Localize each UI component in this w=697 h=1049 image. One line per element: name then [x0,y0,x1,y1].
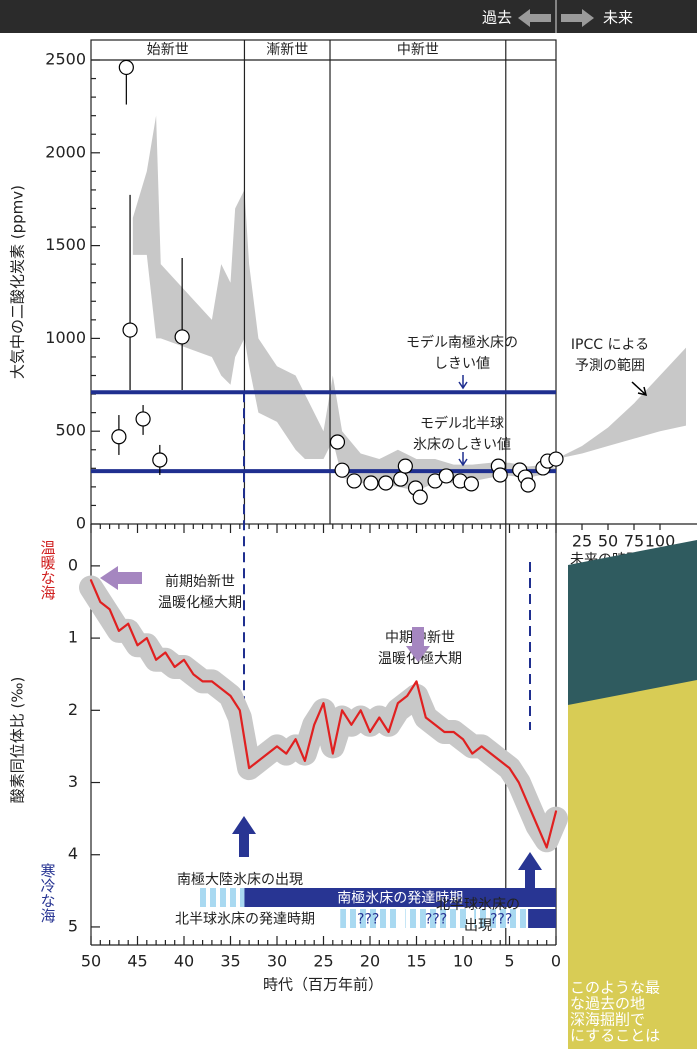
x-tick-label: 5 [504,952,514,971]
x-tick-label: 10 [453,952,473,971]
uncertain-label: ??? [425,912,447,928]
annotation: 南極大陸氷床の出現 [177,872,303,888]
co2-point [335,463,349,477]
x-tick-label: 45 [127,952,147,971]
x-tick-label: 35 [220,952,240,971]
uncertain-label: ??? [357,912,379,928]
x-tick-label: 25 [313,952,333,971]
y-tick-label: 5 [68,916,78,935]
ice-period [528,909,556,928]
ice-label: 北半球氷床の発達時期 [175,912,315,928]
co2-point [413,490,427,504]
teal-panel [568,540,697,705]
y-tick-label: 0 [68,555,78,574]
co2-point [493,468,507,482]
future-tick-label: 75 [624,532,644,551]
x-tick-label: 15 [406,952,426,971]
co2-point [136,412,150,426]
co2-point [379,476,393,490]
threshold-label: 氷床のしきい値 [413,437,511,453]
co2-point [521,478,535,492]
uncertain-label: ??? [490,912,512,928]
y-tick-label: 0 [76,514,86,533]
y-tick-label: 2000 [45,142,86,161]
annotation: 出現 [464,918,492,934]
top-bar [0,0,697,33]
figure: 過去 未来 始新世漸新世中新世05001000150020002500大気中の二… [0,0,697,1049]
co2-point [394,472,408,486]
threshold-label: モデル北半球 [420,415,504,432]
y-tick-label: 4 [68,844,78,863]
co2-point [123,323,137,337]
y-tick-label: 2 [68,700,78,719]
future-label: 未来 [603,9,633,27]
co2-point [398,459,412,473]
epoch-label: 中新世 [397,42,439,58]
y-tick-label: 2500 [45,50,86,69]
x-tick-label: 40 [174,952,194,971]
x-tick-label: 50 [81,952,101,971]
co2-point [112,430,126,444]
warm-label: 温暖な海 [39,540,57,600]
co2-point [364,476,378,490]
y-tick-label: 1 [68,628,78,647]
annotation: 温暖化極大期 [158,595,242,611]
epoch-label: 始新世 [147,42,189,58]
co2-point [153,453,167,467]
threshold-label: しきい値 [434,356,490,372]
co2-point [439,469,453,483]
annotation: 前期始新世 [165,573,235,590]
co2-point [549,452,563,466]
co2-point [464,477,478,491]
epoch-label: 漸新世 [266,42,308,58]
ipcc-label: 予測の範囲 [575,357,645,374]
x-tick-label: 20 [360,952,380,971]
y-tick-label: 1000 [45,328,86,347]
ipcc-label: IPCC による [571,337,649,353]
y-axis-label: 大気中の二酸化炭素 (ppmv) [9,185,27,379]
x-tick-label: 0 [551,952,561,971]
y-tick-label: 3 [68,772,78,791]
co2-point [119,60,133,74]
future-tick-label: 50 [598,532,618,551]
co2-point [175,330,189,344]
y-tick-label: 500 [55,421,86,440]
uncertain-period [198,888,245,907]
cold-label: 寒冷な海 [39,862,57,923]
co2-point [347,474,361,488]
x-tick-label: 30 [267,952,287,971]
x-axis-label: 時代（百万年前） [263,976,383,994]
annotation: 北半球氷床の [436,897,520,913]
y-tick-label: 1500 [45,235,86,254]
y-axis-label: 酸素同位体比 (‰) [9,677,27,804]
threshold-label: モデル南極氷床の [406,334,518,351]
past-label: 過去 [482,9,512,27]
future-tick-label: 25 [572,532,592,551]
panel-text: にすることは [570,1027,660,1045]
co2-point [330,435,344,449]
